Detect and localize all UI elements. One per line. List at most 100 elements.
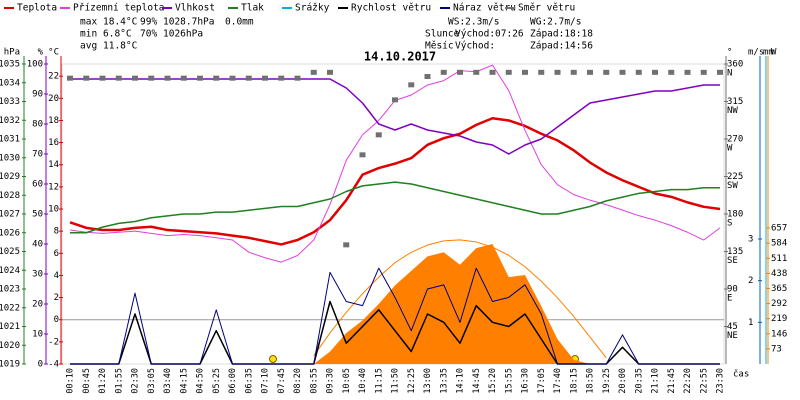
legend-label: Srážky	[295, 3, 330, 14]
direction-point	[115, 75, 122, 81]
y-tick-label: 6	[54, 249, 59, 259]
legend-label: Přízemní teplota	[73, 3, 165, 14]
y-tick-label: 90	[32, 90, 43, 100]
y-tick-label: 1019	[0, 360, 20, 370]
stat-text: 1026hPa	[163, 29, 203, 40]
direction-point	[278, 75, 285, 81]
direction-point	[99, 75, 106, 81]
compass-label: NE	[727, 331, 738, 341]
stat-text: 11.8°C	[103, 41, 137, 52]
x-tick-label: 06:35	[244, 368, 254, 394]
x-tick-label: 07:10	[261, 368, 271, 394]
x-tick-label: 13:35	[439, 368, 449, 394]
x-tick-label: 08:55	[309, 368, 319, 394]
y-tick-label: 511	[771, 254, 787, 264]
y-tick-label: 1035	[0, 60, 20, 70]
info-text: Východ:07:26	[455, 29, 524, 40]
direction-point	[132, 75, 138, 81]
stat-text: 6.8°C	[103, 29, 132, 40]
y-tick-label: 1	[748, 318, 753, 328]
stat-text: 99%	[140, 17, 157, 28]
x-tick-label: 13:00	[423, 368, 433, 394]
info-text: Slunce	[425, 29, 460, 40]
y-tick-label: 1027	[0, 210, 20, 220]
compass-label: E	[727, 294, 732, 304]
x-tick-label: 19:25	[602, 368, 612, 394]
direction-point	[343, 242, 350, 248]
y-tick-label: 12	[48, 182, 59, 192]
direction-point	[489, 69, 496, 75]
axis-unit: °C	[48, 48, 59, 58]
x-tick-label: 20:00	[618, 368, 628, 394]
legend-label: Náraz větru	[453, 3, 516, 14]
direction-point	[262, 75, 268, 81]
y-tick-label: 1030	[0, 153, 20, 163]
y-tick-label: 20	[48, 94, 59, 104]
info-text: Západ:14:56	[530, 41, 593, 52]
series-line	[70, 267, 720, 365]
x-tick-label: 21:45	[667, 368, 677, 394]
y-tick-label: 1031	[0, 135, 20, 145]
y-tick-label: 315	[727, 97, 743, 107]
y-tick-label: 292	[771, 299, 787, 309]
y-tick-label: 1028	[0, 191, 20, 201]
direction-point	[359, 152, 366, 158]
y-tick-label: 3	[748, 235, 753, 245]
stat-text: 70%	[140, 29, 157, 40]
direction-point	[424, 74, 431, 79]
direction-point	[619, 69, 626, 75]
stat-text: 0.0mm	[225, 17, 254, 28]
info-text: Západ:18:18	[530, 29, 593, 40]
legend-label: Tlak	[241, 3, 264, 14]
direction-point	[408, 82, 415, 88]
chart-title: 14.10.2017	[364, 50, 436, 64]
x-tick-label: 18:15	[569, 368, 579, 394]
direction-point	[522, 69, 528, 75]
y-tick-label: 2	[54, 293, 59, 303]
y-tick-label: 73	[771, 344, 782, 354]
x-tick-label: 14:45	[472, 368, 482, 394]
direction-point	[554, 69, 561, 75]
stat-text: avg	[80, 41, 97, 52]
x-tick-label: 16:30	[521, 368, 531, 394]
y-tick-label: 0	[38, 360, 43, 370]
y-tick-label: 1023	[0, 285, 20, 295]
y-tick-label: 45	[727, 322, 738, 332]
compass-label: SE	[727, 256, 738, 266]
y-tick-label: 70	[32, 150, 43, 160]
y-tick-label: 1021	[0, 322, 20, 332]
x-tick-label: 04:15	[179, 368, 189, 394]
direction-point	[67, 75, 73, 81]
direction-point	[717, 69, 723, 75]
y-tick-label: 1029	[0, 172, 20, 182]
x-tick-label: 15:55	[504, 368, 514, 394]
axis-unit: W	[771, 48, 777, 58]
y-tick-label: 22	[48, 72, 59, 82]
y-tick-label: 135	[727, 247, 743, 257]
direction-point	[164, 75, 171, 81]
direction-point	[538, 69, 545, 75]
x-tick-label: 17:40	[553, 368, 563, 394]
x-tick-label: 23:30	[716, 368, 726, 394]
x-tick-label: 00:45	[82, 368, 92, 394]
y-tick-label: 225	[727, 172, 743, 182]
y-tick-label: 1032	[0, 116, 20, 126]
y-tick-label: 1033	[0, 97, 20, 107]
direction-point	[392, 97, 398, 103]
axis-unit: m/s	[748, 48, 764, 58]
y-tick-label: 10	[48, 205, 59, 215]
legend-label: Směr větru	[518, 3, 575, 14]
legend-label: Vlhkost	[175, 3, 215, 14]
x-tick-label: 07:45	[277, 368, 287, 394]
direction-point	[652, 69, 658, 75]
compass-label: SW	[727, 181, 738, 191]
y-tick-label: 1026	[0, 228, 20, 238]
x-tick-label: 06:00	[228, 368, 238, 394]
stat-text: 1028.7hPa	[163, 17, 214, 28]
y-tick-label: 180	[727, 210, 743, 220]
y-tick-label: 360	[727, 60, 743, 70]
info-text: Východ:	[455, 41, 495, 52]
y-tick-label: -2	[48, 337, 59, 347]
y-tick-label: 1025	[0, 247, 20, 257]
